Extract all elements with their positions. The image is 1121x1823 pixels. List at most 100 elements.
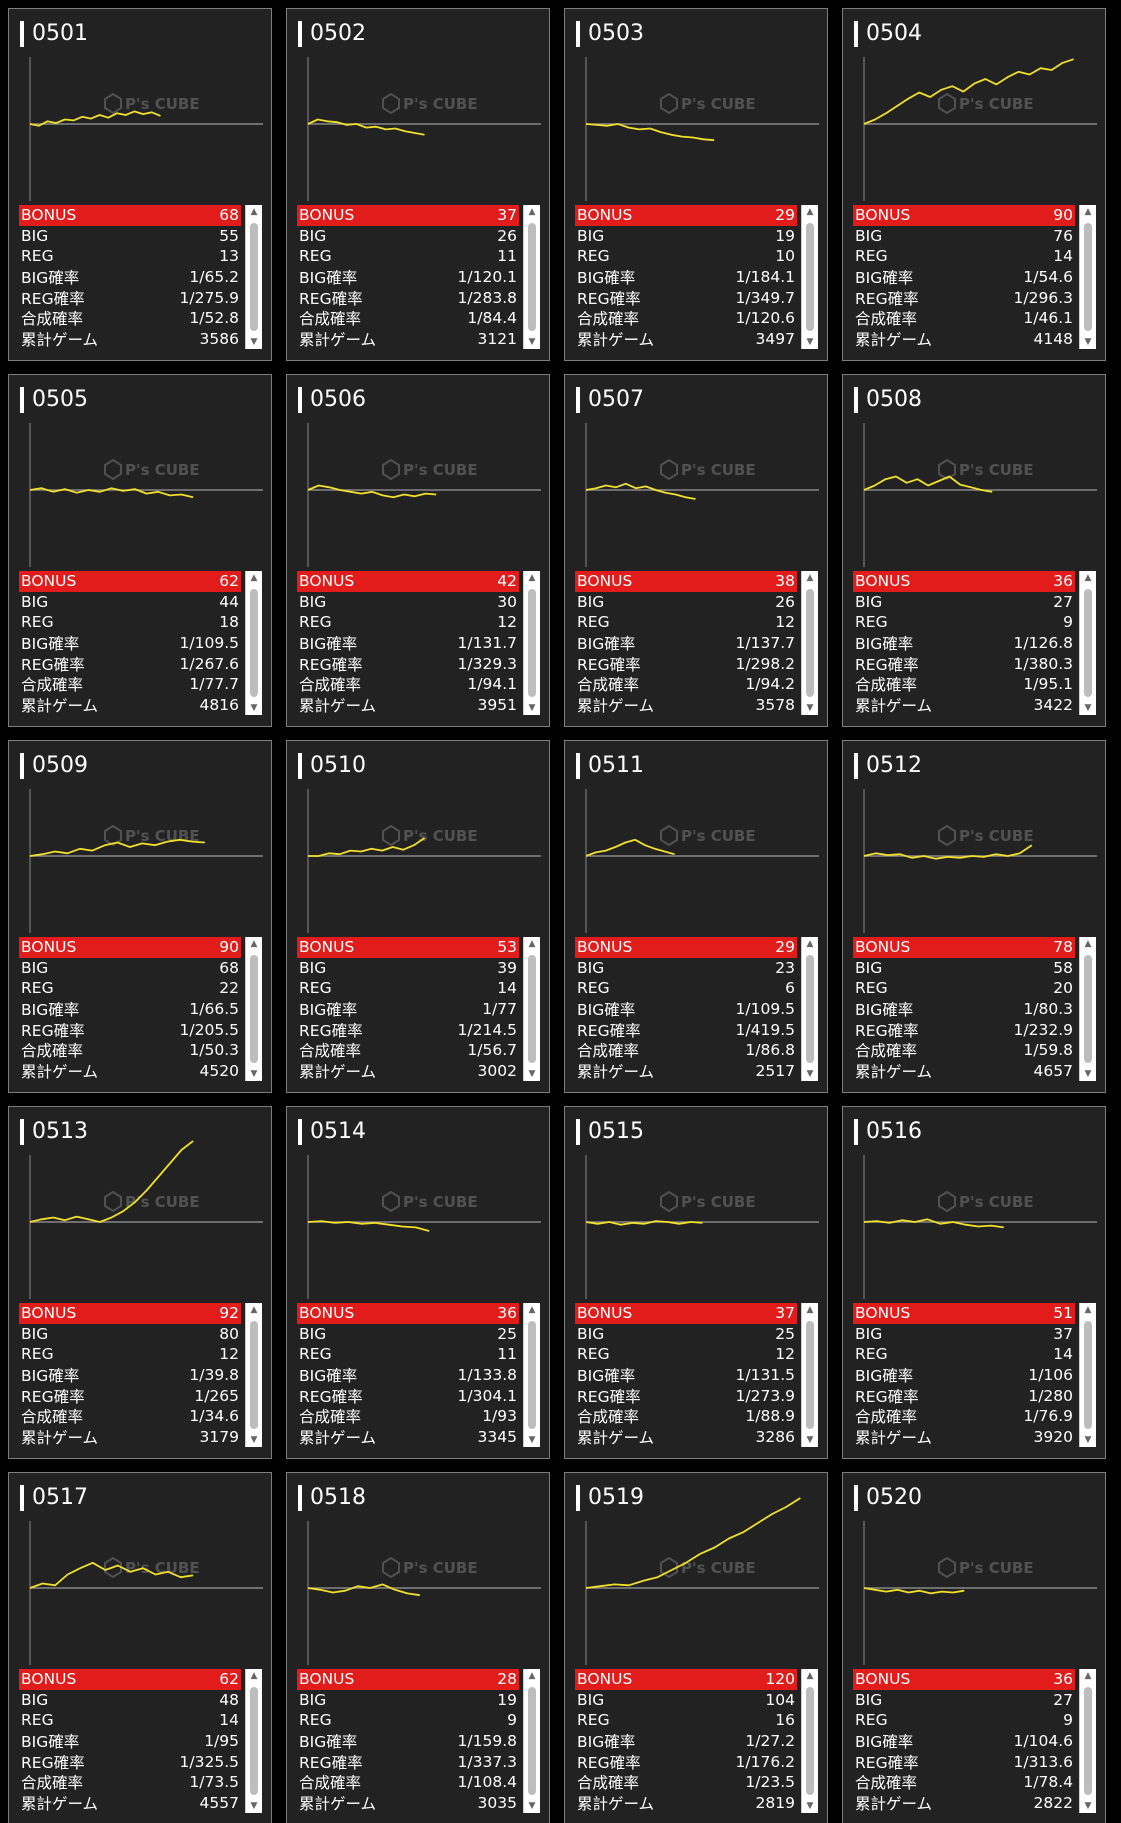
machine-card[interactable]: P's CUBE 0517 BONUS 62 BIG 48 REG 14 BIG確率 1/95 RE… [8,1472,272,1823]
scroll-down-icon[interactable]: ▼ [250,703,258,713]
scroll-thumb[interactable] [528,955,536,1063]
scroll-down-icon[interactable]: ▼ [250,1801,258,1811]
machine-card[interactable]: P's CUBE 0505 BONUS 62 BIG 44 REG 18 BIG確率 1/109.… [8,374,272,727]
scroll-up-icon[interactable]: ▲ [528,573,536,583]
scroll-up-icon[interactable]: ▲ [1084,939,1092,949]
machine-card[interactable]: P's CUBE 0503 BONUS 29 BIG 19 REG 10 BIG確率 1/184.… [564,8,828,361]
machine-card[interactable]: P's CUBE 0511 BONUS 29 BIG 23 REG 6 BIG確率 1/109.5… [564,740,828,1093]
scroll-down-icon[interactable]: ▼ [528,337,536,347]
scroll-up-icon[interactable]: ▲ [806,207,814,217]
stats-scrollbar[interactable]: ▲ ▼ [245,937,262,1081]
scroll-thumb[interactable] [528,1321,536,1429]
scroll-down-icon[interactable]: ▼ [806,1801,814,1811]
machine-card[interactable]: P's CUBE 0518 BONUS 28 BIG 19 REG 9 BIG確率 1/159.8… [286,1472,550,1823]
scroll-up-icon[interactable]: ▲ [250,939,258,949]
scroll-down-icon[interactable]: ▼ [528,703,536,713]
scroll-down-icon[interactable]: ▼ [806,1435,814,1445]
scroll-up-icon[interactable]: ▲ [806,939,814,949]
machine-card[interactable]: P's CUBE 0501 BONUS 68 BIG 55 REG 13 BIG確率 1/65.2… [8,8,272,361]
scroll-down-icon[interactable]: ▼ [1084,1069,1092,1079]
scroll-thumb[interactable] [528,1687,536,1795]
machine-card[interactable]: P's CUBE 0514 BONUS 36 BIG 25 REG 11 BIG確率 1/133.… [286,1106,550,1459]
stats-scrollbar[interactable]: ▲ ▼ [523,205,540,349]
scroll-up-icon[interactable]: ▲ [528,1671,536,1681]
stats-scrollbar[interactable]: ▲ ▼ [523,1669,540,1813]
scroll-thumb[interactable] [1084,223,1092,331]
scroll-up-icon[interactable]: ▲ [250,207,258,217]
scroll-up-icon[interactable]: ▲ [528,939,536,949]
scroll-up-icon[interactable]: ▲ [1084,1671,1092,1681]
stats-scrollbar[interactable]: ▲ ▼ [245,205,262,349]
machine-card[interactable]: P's CUBE 0512 BONUS 78 BIG 58 REG 20 BIG確率 1/80.3… [842,740,1106,1093]
scroll-down-icon[interactable]: ▼ [1084,1435,1092,1445]
scroll-thumb[interactable] [1084,589,1092,697]
scroll-down-icon[interactable]: ▼ [250,337,258,347]
stats-scrollbar[interactable]: ▲ ▼ [1079,1303,1096,1447]
scroll-down-icon[interactable]: ▼ [806,703,814,713]
scroll-down-icon[interactable]: ▼ [250,1435,258,1445]
scroll-down-icon[interactable]: ▼ [528,1801,536,1811]
scroll-up-icon[interactable]: ▲ [806,1671,814,1681]
scroll-thumb[interactable] [1084,955,1092,1063]
stats-scrollbar[interactable]: ▲ ▼ [801,1303,818,1447]
stats-scrollbar[interactable]: ▲ ▼ [801,1669,818,1813]
stats-scrollbar[interactable]: ▲ ▼ [1079,205,1096,349]
scroll-up-icon[interactable]: ▲ [250,1305,258,1315]
scroll-up-icon[interactable]: ▲ [528,207,536,217]
scroll-thumb[interactable] [1084,1321,1092,1429]
machine-card[interactable]: P's CUBE 0520 BONUS 36 BIG 27 REG 9 BIG確率 1/104.6… [842,1472,1106,1823]
scroll-thumb[interactable] [806,223,814,331]
stats-scrollbar[interactable]: ▲ ▼ [245,1303,262,1447]
machine-card[interactable]: P's CUBE 0509 BONUS 90 BIG 68 REG 22 BIG確率 1/66.5… [8,740,272,1093]
scroll-down-icon[interactable]: ▼ [806,337,814,347]
scroll-up-icon[interactable]: ▲ [806,573,814,583]
stats-scrollbar[interactable]: ▲ ▼ [245,571,262,715]
machine-card[interactable]: P's CUBE 0515 BONUS 37 BIG 25 REG 12 BIG確率 1/131.… [564,1106,828,1459]
scroll-down-icon[interactable]: ▼ [528,1435,536,1445]
stats-scrollbar[interactable]: ▲ ▼ [523,571,540,715]
scroll-thumb[interactable] [250,955,258,1063]
scroll-thumb[interactable] [528,589,536,697]
machine-card[interactable]: P's CUBE 0508 BONUS 36 BIG 27 REG 9 BIG確率 1/126.8… [842,374,1106,727]
scroll-thumb[interactable] [806,1321,814,1429]
scroll-down-icon[interactable]: ▼ [1084,1801,1092,1811]
scroll-up-icon[interactable]: ▲ [1084,1305,1092,1315]
machine-card[interactable]: P's CUBE 0502 BONUS 37 BIG 26 REG 11 BIG確率 1/120.… [286,8,550,361]
scroll-thumb[interactable] [250,1687,258,1795]
scroll-thumb[interactable] [250,1321,258,1429]
scroll-down-icon[interactable]: ▼ [250,1069,258,1079]
scroll-up-icon[interactable]: ▲ [250,1671,258,1681]
scroll-thumb[interactable] [528,223,536,331]
scroll-down-icon[interactable]: ▼ [1084,703,1092,713]
stats-scrollbar[interactable]: ▲ ▼ [801,937,818,1081]
machine-card[interactable]: P's CUBE 0507 BONUS 38 BIG 26 REG 12 BIG確率 1/137.… [564,374,828,727]
scroll-up-icon[interactable]: ▲ [250,573,258,583]
stats-scrollbar[interactable]: ▲ ▼ [245,1669,262,1813]
scroll-thumb[interactable] [250,223,258,331]
stats-scrollbar[interactable]: ▲ ▼ [523,1303,540,1447]
scroll-up-icon[interactable]: ▲ [1084,207,1092,217]
stats-scrollbar[interactable]: ▲ ▼ [1079,1669,1096,1813]
machine-card[interactable]: P's CUBE 0516 BONUS 51 BIG 37 REG 14 BIG確率 1/106 R… [842,1106,1106,1459]
machine-card[interactable]: P's CUBE 0519 BONUS 120 BIG 104 REG 16 BIG確率 1/27… [564,1472,828,1823]
stats-scrollbar[interactable]: ▲ ▼ [1079,571,1096,715]
machine-card[interactable]: P's CUBE 0504 BONUS 90 BIG 76 REG 14 BIG確率 1/54.6… [842,8,1106,361]
machine-card[interactable]: P's CUBE 0510 BONUS 53 BIG 39 REG 14 BIG確率 1/77 RE… [286,740,550,1093]
scroll-thumb[interactable] [250,589,258,697]
scroll-thumb[interactable] [806,955,814,1063]
scroll-down-icon[interactable]: ▼ [1084,337,1092,347]
scroll-up-icon[interactable]: ▲ [528,1305,536,1315]
scroll-down-icon[interactable]: ▼ [528,1069,536,1079]
scroll-thumb[interactable] [1084,1687,1092,1795]
scroll-up-icon[interactable]: ▲ [1084,573,1092,583]
stats-scrollbar[interactable]: ▲ ▼ [801,571,818,715]
stats-scrollbar[interactable]: ▲ ▼ [801,205,818,349]
stats-scrollbar[interactable]: ▲ ▼ [523,937,540,1081]
scroll-up-icon[interactable]: ▲ [806,1305,814,1315]
scroll-thumb[interactable] [806,589,814,697]
scroll-thumb[interactable] [806,1687,814,1795]
machine-card[interactable]: P's CUBE 0506 BONUS 42 BIG 30 REG 12 BIG確率 1/131.… [286,374,550,727]
stats-scrollbar[interactable]: ▲ ▼ [1079,937,1096,1081]
scroll-down-icon[interactable]: ▼ [806,1069,814,1079]
machine-card[interactable]: P's CUBE 0513 BONUS 92 BIG 80 REG 12 BIG確率 1/39.8… [8,1106,272,1459]
